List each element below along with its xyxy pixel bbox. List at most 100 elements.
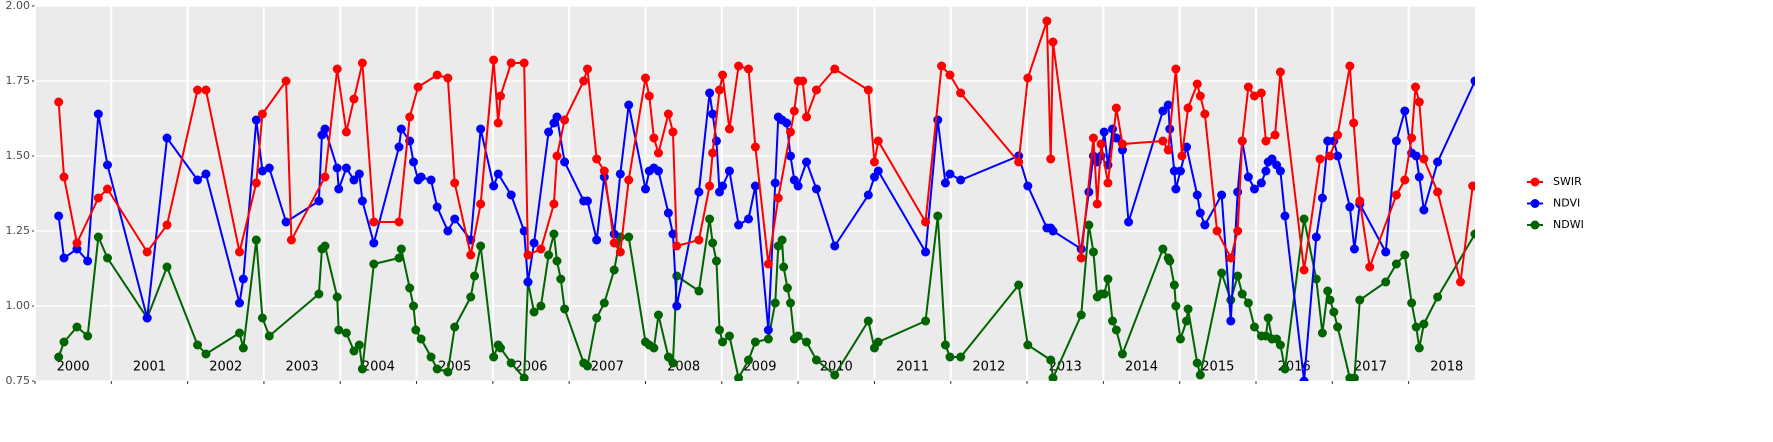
point	[1226, 316, 1236, 326]
point	[1192, 358, 1202, 368]
legend-label: NDWI	[1553, 218, 1584, 231]
point	[281, 76, 291, 86]
point	[750, 181, 760, 191]
x-tick-label: 2000	[57, 360, 90, 375]
point	[672, 301, 682, 311]
point	[1048, 37, 1058, 47]
legend-label: SWIR	[1553, 175, 1582, 188]
point	[863, 316, 873, 326]
point	[750, 337, 760, 347]
x-tick-label: 2011	[896, 360, 929, 375]
point	[777, 235, 787, 245]
point	[1046, 355, 1056, 365]
point	[582, 196, 592, 206]
point	[1391, 190, 1401, 200]
point	[624, 175, 634, 185]
point	[1411, 322, 1421, 332]
point	[1200, 220, 1210, 230]
point	[1158, 136, 1168, 146]
point	[357, 196, 367, 206]
point	[1117, 349, 1127, 359]
point	[811, 85, 821, 95]
point	[694, 286, 704, 296]
point	[314, 289, 324, 299]
point	[102, 160, 112, 170]
point	[744, 214, 754, 224]
point	[519, 373, 529, 381]
point	[450, 322, 460, 332]
point	[416, 172, 426, 182]
point	[544, 127, 554, 137]
point	[1355, 196, 1365, 206]
point	[235, 247, 245, 257]
point	[251, 235, 261, 245]
point	[1456, 277, 1466, 287]
point	[416, 334, 426, 344]
point	[320, 241, 330, 251]
point	[54, 352, 64, 362]
point	[264, 331, 274, 341]
point	[1192, 79, 1202, 89]
point	[724, 331, 734, 341]
point	[519, 226, 529, 236]
point	[1280, 211, 1290, 221]
point	[1414, 97, 1424, 107]
point	[649, 343, 659, 353]
point	[921, 247, 931, 257]
point	[1270, 130, 1280, 140]
point	[1048, 226, 1058, 236]
point	[1381, 277, 1391, 287]
point	[1355, 295, 1365, 305]
point	[592, 313, 602, 323]
point	[933, 115, 943, 125]
point	[1419, 319, 1429, 329]
point	[1046, 154, 1056, 164]
point	[1048, 373, 1058, 381]
point	[785, 298, 795, 308]
point	[644, 91, 654, 101]
point	[405, 283, 415, 293]
point	[1175, 166, 1185, 176]
point	[83, 256, 93, 266]
point	[715, 85, 725, 95]
point	[672, 241, 682, 251]
point	[734, 61, 744, 71]
point	[1333, 322, 1343, 332]
point	[349, 346, 359, 356]
point	[793, 331, 803, 341]
point	[1014, 157, 1024, 167]
point	[653, 166, 663, 176]
point	[718, 70, 728, 80]
point	[489, 352, 499, 362]
point	[341, 127, 351, 137]
point	[1163, 145, 1173, 155]
point	[1275, 166, 1285, 176]
point	[1410, 82, 1420, 92]
point	[705, 181, 715, 191]
y-tick-label: 1.75	[6, 74, 31, 87]
point	[142, 313, 152, 323]
point	[711, 256, 721, 266]
point	[1419, 205, 1429, 215]
point	[640, 73, 650, 83]
point	[411, 325, 421, 335]
point	[789, 106, 799, 116]
point	[1256, 178, 1266, 188]
point	[162, 133, 172, 143]
point	[1249, 184, 1259, 194]
point	[1325, 295, 1335, 305]
point	[802, 112, 812, 122]
point	[1096, 139, 1106, 149]
point	[945, 352, 955, 362]
point	[1111, 103, 1121, 113]
point	[830, 241, 840, 251]
point	[694, 235, 704, 245]
point	[162, 262, 172, 272]
point	[770, 178, 780, 188]
point	[582, 64, 592, 74]
point	[708, 238, 718, 248]
point	[257, 313, 267, 323]
point	[1243, 172, 1253, 182]
point	[506, 58, 516, 68]
